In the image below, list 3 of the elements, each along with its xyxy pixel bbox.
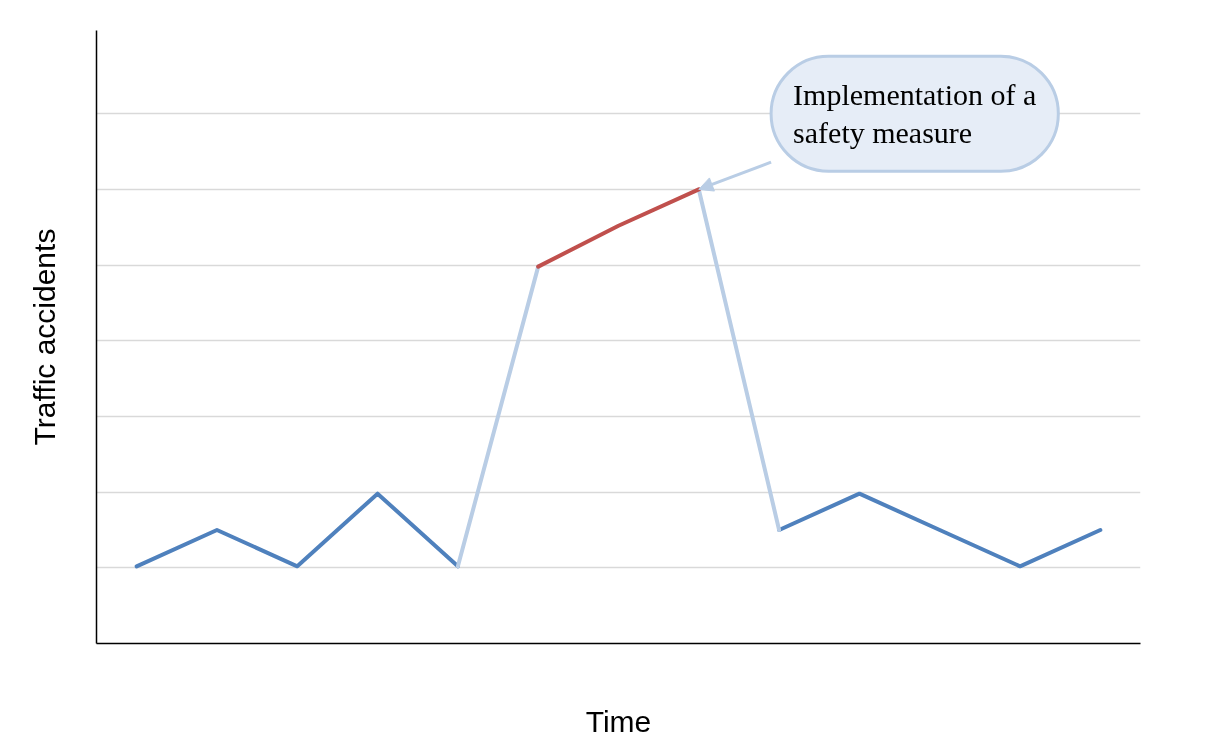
text: Implementation of a safety measure <box>793 78 1037 150</box>
x-axis-title: Time <box>585 704 652 738</box>
y-axis-title: Traffic accidents <box>27 228 61 446</box>
